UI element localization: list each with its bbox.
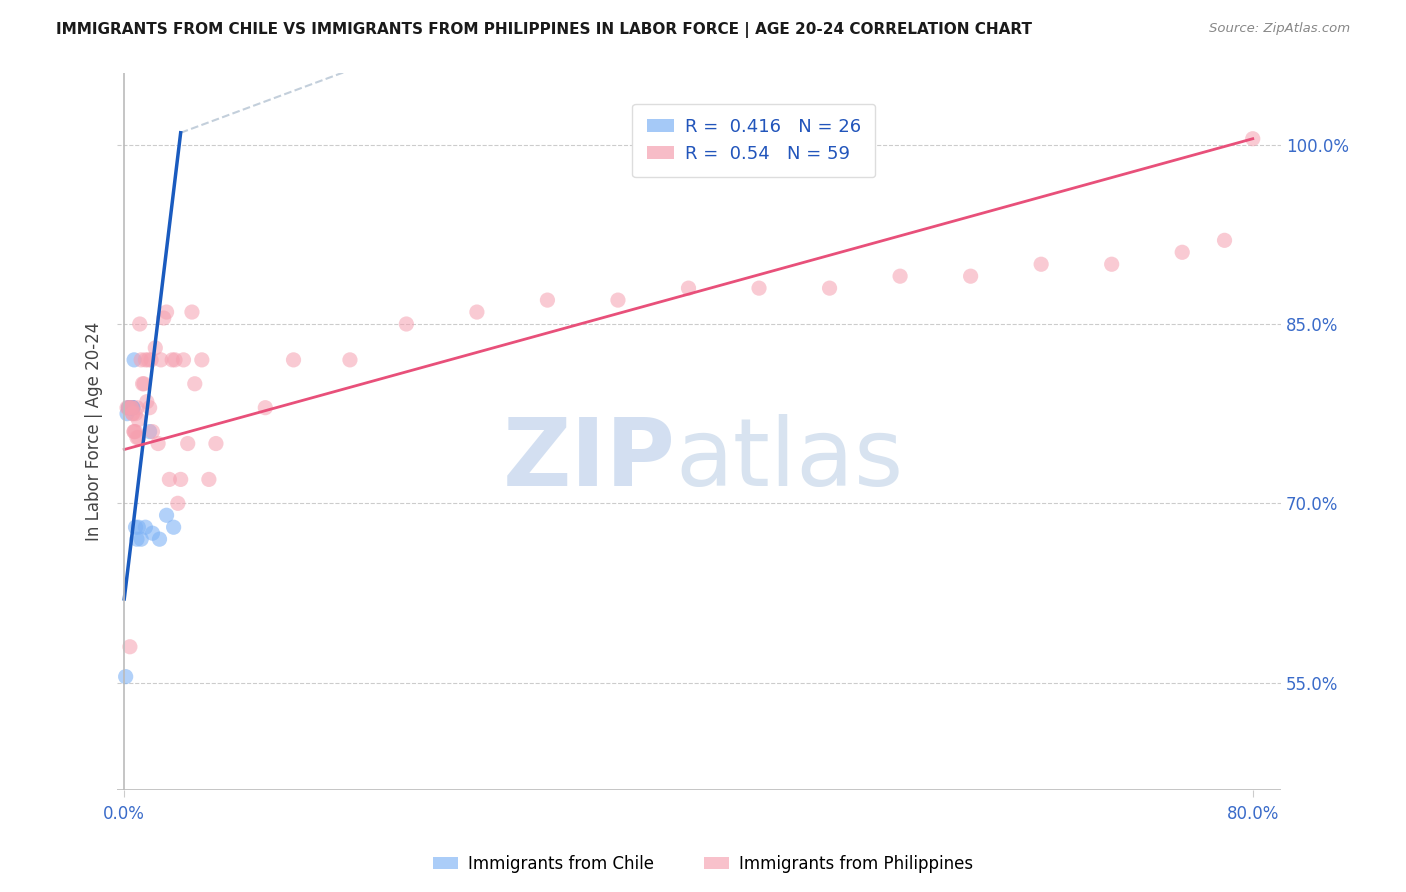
Point [117, 401, 139, 415]
Point [120, 401, 142, 415]
Point [1031, 257, 1053, 271]
Point [122, 352, 145, 367]
Point [117, 401, 139, 415]
Point [163, 352, 186, 367]
Point [120, 401, 142, 415]
Point [124, 520, 146, 534]
Point [134, 520, 156, 534]
Point [160, 352, 183, 367]
Point [205, 436, 228, 450]
Point [138, 401, 160, 415]
Point [131, 376, 153, 391]
Point [128, 317, 150, 331]
Point [115, 401, 138, 415]
Point [136, 352, 159, 367]
Point [120, 401, 142, 415]
Point [198, 472, 221, 486]
Text: Source: ZipAtlas.com: Source: ZipAtlas.com [1209, 22, 1350, 36]
Point [134, 352, 156, 367]
Point [155, 508, 177, 523]
Point [120, 401, 142, 415]
Point [149, 352, 172, 367]
Point [117, 401, 139, 415]
Point [129, 352, 152, 367]
Point [152, 311, 174, 326]
Point [607, 293, 630, 307]
Point [205, 819, 228, 833]
Point [127, 520, 149, 534]
Point [748, 281, 770, 295]
Point [889, 269, 911, 284]
Point [283, 352, 305, 367]
Point [122, 425, 145, 439]
Point [1213, 233, 1236, 247]
Point [120, 401, 142, 415]
Point [121, 401, 143, 415]
Point [120, 401, 142, 415]
Point [129, 532, 152, 546]
Point [124, 407, 146, 421]
Point [155, 305, 177, 319]
Point [121, 401, 143, 415]
Point [120, 401, 142, 415]
Point [125, 431, 148, 445]
Point [166, 496, 188, 510]
Point [121, 407, 143, 421]
Point [254, 401, 277, 415]
Text: atlas: atlas [676, 414, 904, 507]
Point [121, 407, 143, 421]
Point [135, 394, 157, 409]
Text: ZIP: ZIP [503, 414, 676, 507]
Point [1171, 245, 1194, 260]
Point [127, 431, 149, 445]
Point [184, 376, 207, 391]
Point [191, 352, 214, 367]
Point [132, 376, 155, 391]
Point [122, 425, 145, 439]
Point [395, 317, 418, 331]
Point [339, 352, 361, 367]
Point [114, 670, 136, 684]
Point [138, 425, 160, 439]
Point [173, 352, 195, 367]
Point [157, 472, 180, 486]
Point [139, 352, 162, 367]
Point [1101, 257, 1123, 271]
Point [148, 532, 170, 546]
Legend: R =  0.416   N = 26, R =  0.54   N = 59: R = 0.416 N = 26, R = 0.54 N = 59 [633, 103, 876, 178]
Point [143, 341, 166, 355]
Point [146, 436, 169, 450]
Point [127, 412, 149, 426]
Legend: Immigrants from Chile, Immigrants from Philippines: Immigrants from Chile, Immigrants from P… [426, 848, 980, 880]
Point [1241, 132, 1264, 146]
Point [959, 269, 981, 284]
Point [121, 401, 143, 415]
Point [125, 401, 148, 415]
Point [124, 425, 146, 439]
Point [141, 526, 163, 541]
Point [678, 281, 700, 295]
Point [121, 401, 143, 415]
Point [177, 436, 200, 450]
Point [125, 532, 148, 546]
Y-axis label: In Labor Force | Age 20-24: In Labor Force | Age 20-24 [86, 322, 103, 541]
Point [141, 425, 163, 439]
Point [169, 472, 191, 486]
Point [465, 305, 488, 319]
Point [115, 407, 138, 421]
Point [818, 281, 841, 295]
Point [536, 293, 558, 307]
Text: IMMIGRANTS FROM CHILE VS IMMIGRANTS FROM PHILIPPINES IN LABOR FORCE | AGE 20-24 : IMMIGRANTS FROM CHILE VS IMMIGRANTS FROM… [56, 22, 1032, 38]
Point [181, 305, 204, 319]
Point [118, 401, 141, 415]
Point [162, 520, 184, 534]
Point [118, 640, 141, 654]
